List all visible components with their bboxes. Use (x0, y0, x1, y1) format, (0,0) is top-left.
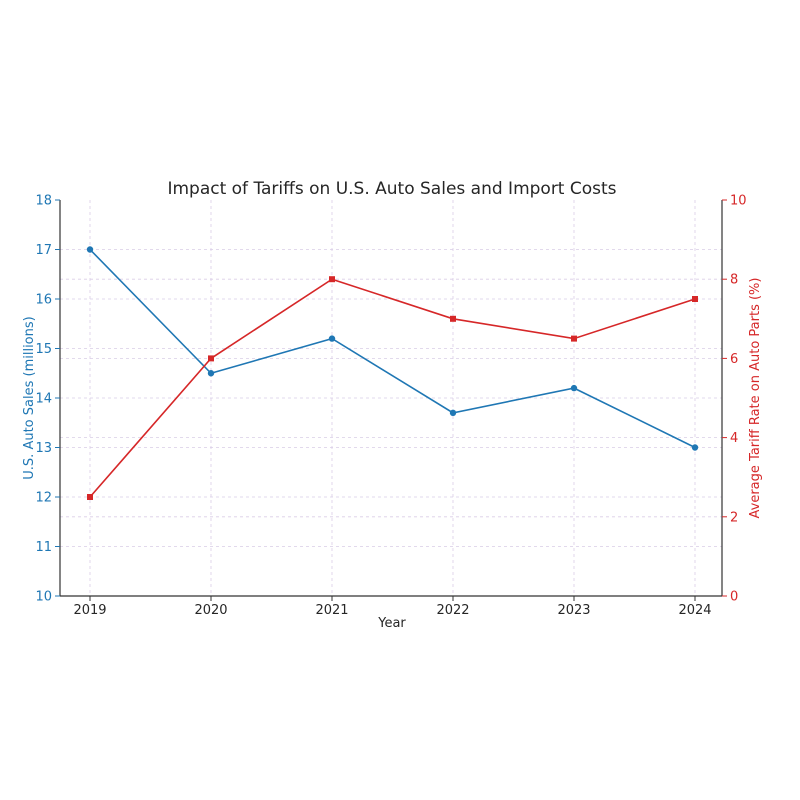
y-right-tick-label: 10 (730, 194, 747, 209)
y-axis-right-label: Average Tariff Rate on Auto Parts (%) (748, 278, 763, 519)
y-left-tick-label: 10 (35, 590, 52, 605)
x-tick-label: 2022 (436, 603, 469, 618)
y-right-tick-label: 8 (730, 273, 738, 288)
series-line-right (89, 278, 696, 498)
axes: 10 11 12 13 14 15 16 17 18 0 2 4 6 8 10 2019 2020 2021 202… (35, 194, 746, 619)
series-layer (86, 246, 699, 500)
data-point-left (328, 335, 336, 342)
data-point-right (450, 315, 456, 322)
y-left-tick-label: 18 (35, 194, 52, 209)
x-tick-label: 2020 (194, 603, 227, 618)
data-point-left (449, 409, 457, 417)
y-left-tick-label: 13 (35, 441, 52, 456)
data-point-right (571, 335, 577, 342)
y-right-tick-label: 6 (730, 352, 738, 367)
data-point-left (86, 246, 94, 253)
x-tick-label: 2023 (557, 603, 590, 618)
x-tick-label: 2019 (73, 603, 106, 618)
y-left-tick-label: 15 (35, 342, 52, 357)
y-left-tick-label: 16 (35, 293, 52, 308)
data-point-left (570, 384, 578, 392)
x-tick-label: 2024 (678, 603, 711, 618)
data-point-right (692, 296, 698, 302)
data-point-left (691, 444, 699, 451)
y-left-tick-label: 11 (35, 540, 52, 555)
series-line-left (89, 248, 696, 449)
grid (60, 200, 722, 596)
data-point-right (87, 494, 93, 500)
y-right-tick-label: 2 (730, 510, 738, 525)
y-axis-left-label: U.S. Auto Sales (millions) (22, 316, 37, 479)
x-axis-label: Year (377, 616, 406, 631)
y-left-tick-label: 17 (35, 243, 52, 258)
data-point-left (207, 370, 215, 377)
y-right-tick-label: 4 (730, 431, 738, 446)
data-point-right (329, 276, 335, 283)
y-left-tick-label: 12 (35, 491, 52, 506)
y-left-tick-label: 14 (35, 392, 52, 407)
x-tick-label: 2021 (315, 603, 348, 618)
y-right-tick-label: 0 (730, 590, 738, 605)
chart-title: Impact of Tariffs on U.S. Auto Sales and… (167, 179, 616, 199)
data-point-right (208, 355, 214, 362)
